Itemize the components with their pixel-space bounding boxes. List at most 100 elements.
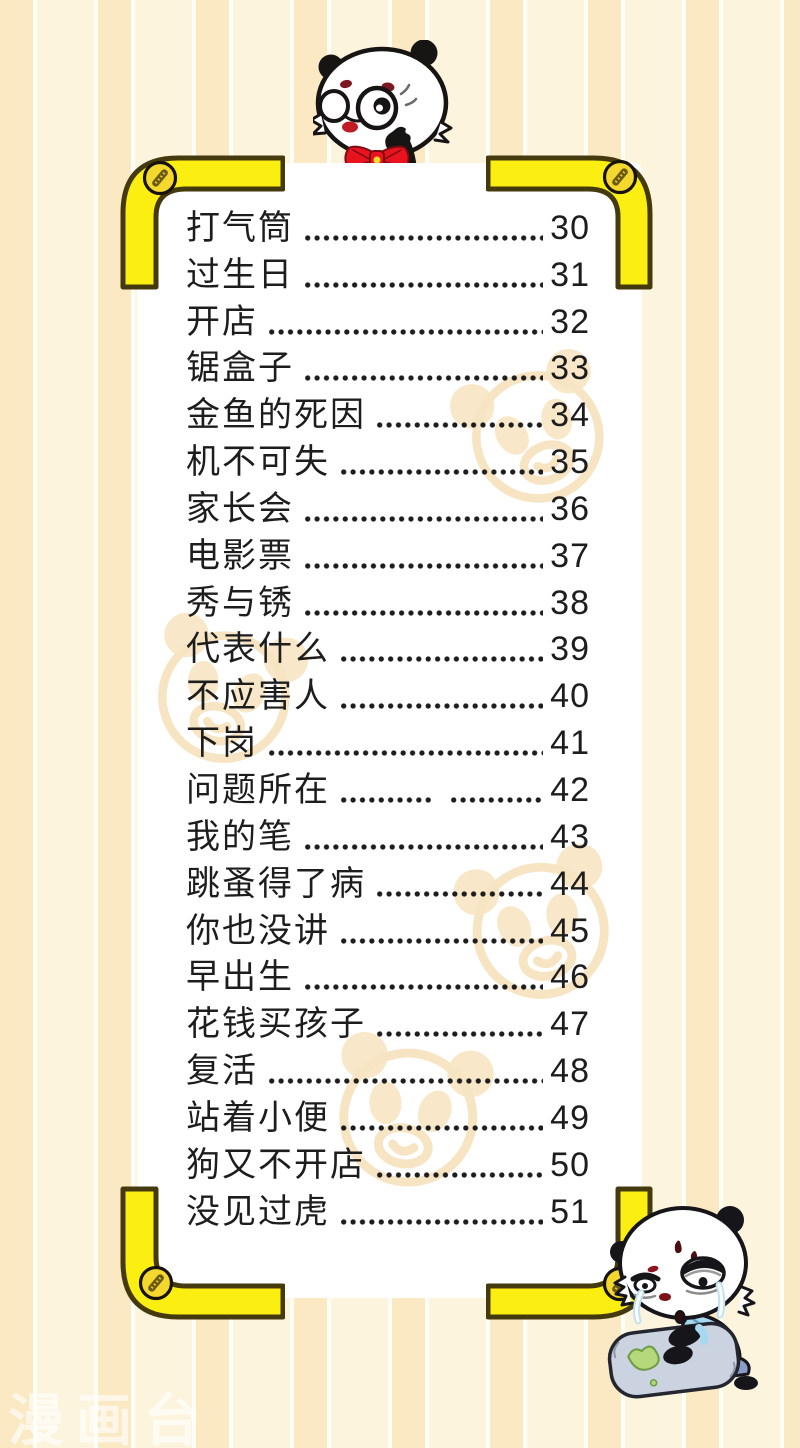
toc-entry-title: 金鱼的死因 <box>186 396 366 435</box>
toc-entry-title: 代表什么 <box>186 630 330 669</box>
screw-coin-icon <box>602 159 638 195</box>
dot-leader <box>303 281 544 288</box>
toc-entry: 问题所在 42 <box>186 765 590 812</box>
toc-entry-page: 39 <box>550 630 590 669</box>
dot-leader <box>303 234 544 241</box>
dot-leader <box>303 515 544 522</box>
toc-entry-page: 40 <box>550 677 590 716</box>
toc-entry: 跳蚤得了病 44 <box>186 859 590 906</box>
dot-leader <box>267 750 544 757</box>
toc-entry: 下岗 41 <box>186 718 590 765</box>
corner-bracket-top-right <box>486 155 653 290</box>
toc-entry-title: 站着小便 <box>186 1098 330 1137</box>
toc-entry-title: 问题所在 <box>186 770 330 809</box>
toc-entry-title: 早出生 <box>186 958 294 997</box>
dot-leader <box>375 890 544 897</box>
toc-entry: 锯盒子 33 <box>186 344 590 391</box>
dot-leader <box>303 843 544 850</box>
toc-entry-page: 33 <box>550 349 590 388</box>
toc-entry: 机不可失 35 <box>186 437 590 484</box>
toc-entry-title: 下岗 <box>186 724 258 763</box>
dot-leader <box>303 609 544 616</box>
toc-entry: 金鱼的死因 34 <box>186 390 590 437</box>
toc-entry-title: 复活 <box>186 1052 258 1091</box>
toc-entry: 家长会 36 <box>186 484 590 531</box>
toc-entry-title: 跳蚤得了病 <box>186 864 366 903</box>
toc-entry-title: 锯盒子 <box>186 349 294 388</box>
screw-coin-icon <box>138 1265 174 1301</box>
dot-leader <box>375 422 544 429</box>
corner-bracket-bottom-left <box>120 1186 285 1320</box>
toc-entry-page: 46 <box>550 958 590 997</box>
toc-entry: 不应害人 40 <box>186 671 590 718</box>
toc-entry-title: 狗又不开店 <box>186 1145 366 1184</box>
dot-leader <box>339 656 544 663</box>
panda-bottom-illustration <box>607 1206 758 1399</box>
dot-leader <box>267 1078 544 1085</box>
dot-leader <box>339 796 434 803</box>
dot-leader <box>449 796 544 803</box>
toc-entry-page: 51 <box>550 1192 590 1231</box>
toc-entry-page: 37 <box>550 536 590 575</box>
toc-entry-title: 不应害人 <box>186 677 330 716</box>
panda-mouth <box>674 1310 686 1324</box>
dot-leader <box>303 375 544 382</box>
toc-entry-page: 32 <box>550 302 590 341</box>
toc-entry-title: 开店 <box>186 302 258 341</box>
panda-eye-left <box>318 89 350 123</box>
app-watermark: 漫画台 <box>8 1389 212 1448</box>
dot-leader <box>267 328 544 335</box>
dot-leader <box>375 1171 544 1178</box>
toc-entry: 电影票 37 <box>186 531 590 578</box>
toc-entry: 站着小便 49 <box>186 1093 590 1140</box>
toc-entry-title: 家长会 <box>186 489 294 528</box>
toc-entry: 复活 48 <box>186 1046 590 1093</box>
toc-entry: 狗又不开店 50 <box>186 1140 590 1187</box>
dot-leader <box>339 469 544 476</box>
toc-entry: 过生日 31 <box>186 250 590 297</box>
dot-leader <box>303 984 544 991</box>
panda-hand-lower <box>663 1345 693 1365</box>
toc-entry-page: 42 <box>550 770 591 809</box>
toc-entry-title: 打气筒 <box>186 208 294 247</box>
content-panel <box>137 163 642 1298</box>
toc-entry: 没见过虎 51 <box>186 1187 590 1234</box>
toc-entry-page: 48 <box>550 1052 590 1091</box>
panda-foot <box>734 1376 758 1390</box>
corner-bracket-top-left <box>120 155 285 290</box>
toc-entry-page: 35 <box>550 443 590 482</box>
toc-entry-page: 49 <box>550 1098 590 1137</box>
toc-entry-title: 秀与锈 <box>186 583 294 622</box>
screw-coin-icon <box>142 160 178 196</box>
toc-list: 打气筒 30 过生日 31 开店 32 锯盒子 33 金鱼的死因 34 机不可失 <box>186 203 590 1234</box>
dot-leader <box>303 562 544 569</box>
panda-nose <box>659 1293 671 1301</box>
toc-entry: 你也没讲 45 <box>186 906 590 953</box>
dot-leader <box>339 937 544 944</box>
dot-leader <box>375 1031 544 1038</box>
toc-entry-page: 36 <box>550 489 590 528</box>
toc-entry-page: 38 <box>550 583 590 622</box>
toc-entry-page: 41 <box>550 724 590 763</box>
dot-leader <box>339 1124 544 1131</box>
toc-entry-title: 没见过虎 <box>186 1192 330 1231</box>
toc-entry: 代表什么 39 <box>186 625 590 672</box>
toc-entry-title: 过生日 <box>186 255 294 294</box>
dot-leader <box>339 1218 544 1225</box>
pillow-stain <box>627 1345 660 1371</box>
toc-entry-page: 50 <box>550 1145 590 1184</box>
toc-entry: 花钱买孩子 47 <box>186 999 590 1046</box>
toc-entry: 开店 32 <box>186 297 590 344</box>
panda-mouth <box>342 121 358 133</box>
toc-entry-page: 43 <box>550 817 590 856</box>
toc-entry: 秀与锈 38 <box>186 578 590 625</box>
toc-entry: 我的笔 43 <box>186 812 590 859</box>
toc-entry-page: 45 <box>550 911 590 950</box>
panda-hand-upper <box>668 1325 702 1347</box>
dot-leader <box>339 703 544 710</box>
toc-entry-title: 机不可失 <box>186 443 330 482</box>
toc-entry-title: 电影票 <box>186 536 294 575</box>
toc-entry-page: 47 <box>550 1005 590 1044</box>
toc-entry-title: 花钱买孩子 <box>186 1005 366 1044</box>
